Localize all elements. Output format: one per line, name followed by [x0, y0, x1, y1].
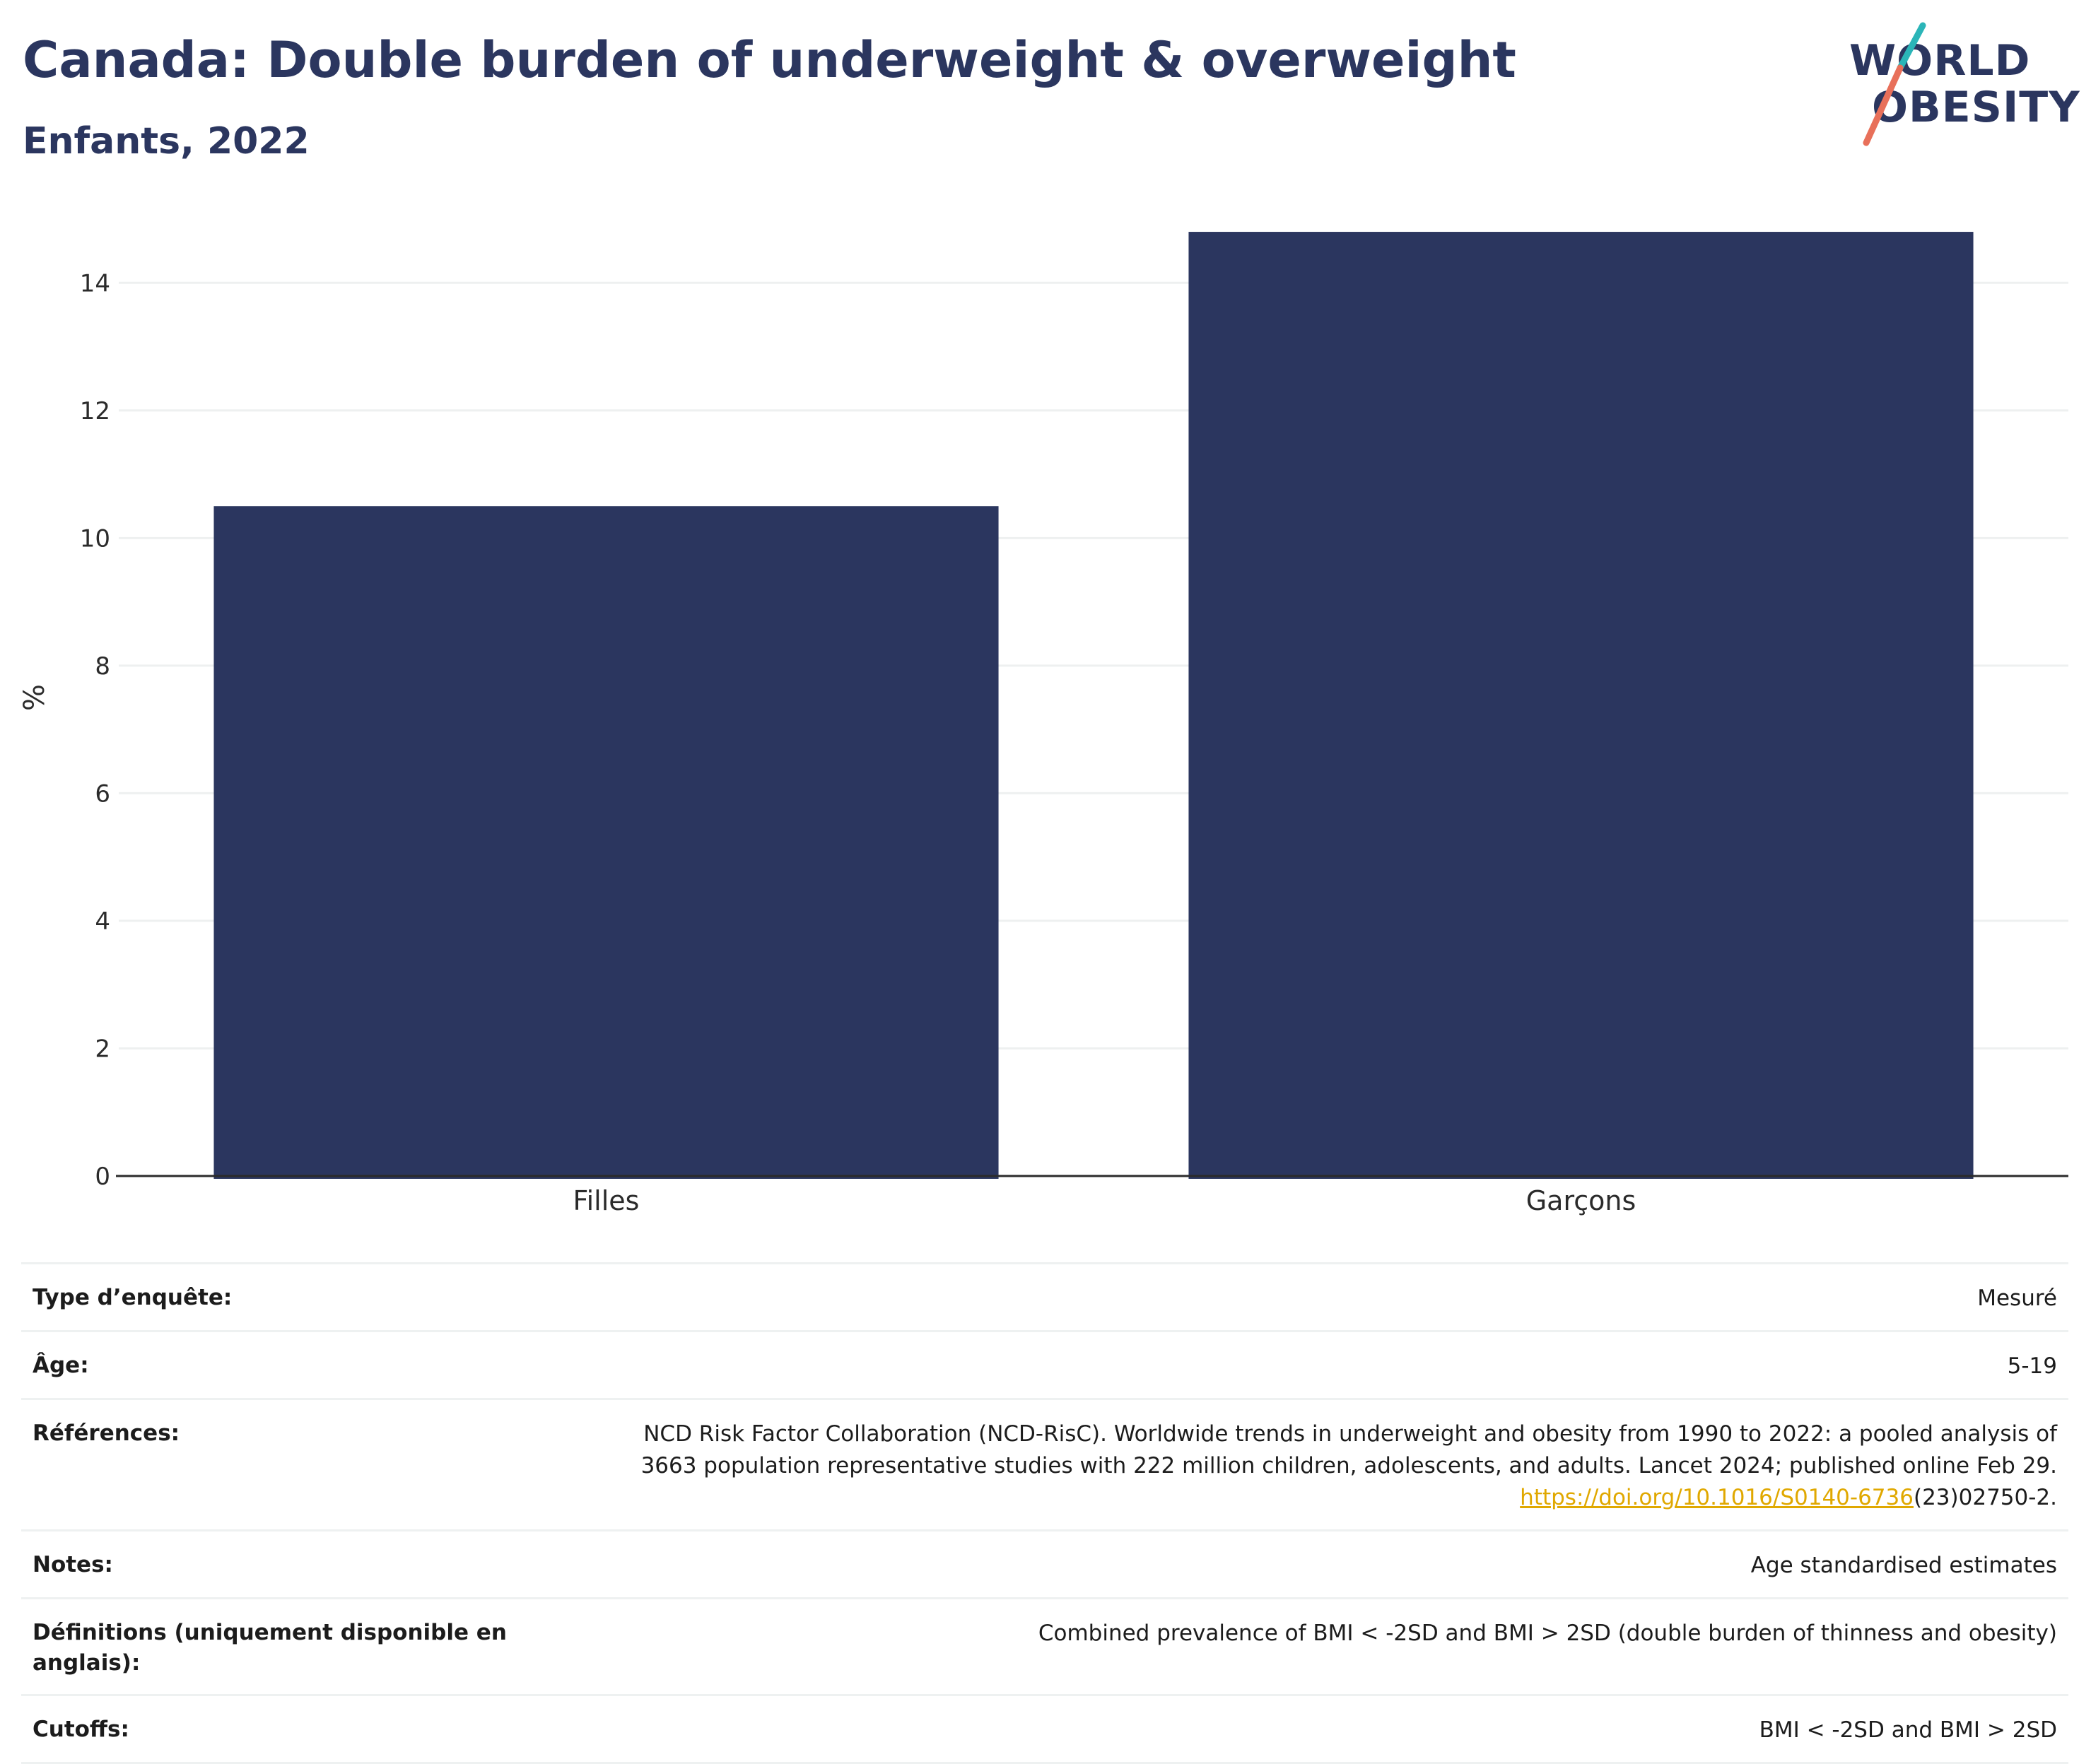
survey-type-label: Type d’enquête: [33, 1285, 233, 1310]
info-row-references: Références: NCD Risk Factor Collaboratio… [21, 1400, 2068, 1531]
y-tick-label-0: 0 [95, 1163, 110, 1191]
references-line-2: 3663 population representative studies w… [640, 1452, 2057, 1478]
x-category-label: Filles [573, 1185, 640, 1216]
y-tick-label-8: 8 [95, 652, 110, 681]
y-tick-label-12: 12 [80, 397, 110, 425]
references-label: Références: [33, 1420, 180, 1446]
logo-line-2: OBESITY [1872, 83, 2080, 132]
y-tick-label-4: 4 [95, 907, 110, 936]
info-table: Type d’enquête: Mesuré Âge: 5-19 Référen… [21, 1262, 2068, 1764]
y-tick-label-2: 2 [95, 1035, 110, 1063]
references-line-1: NCD Risk Factor Collaboration (NCD-RisC)… [643, 1421, 2057, 1447]
bars [213, 232, 1974, 1179]
x-axis-labels: Filles Garçons [573, 1185, 1636, 1216]
y-tick-label-6: 6 [95, 780, 110, 808]
info-row-definitions: Définitions (uniquement disponible en an… [21, 1599, 2068, 1697]
bar-chart: 0 2 4 6 8 10 12 14 Filles Garçons % [18, 232, 2068, 1216]
info-row-survey-type: Type d’enquête: Mesuré [21, 1264, 2068, 1332]
references-value: NCD Risk Factor Collaboration (NCD-RisC)… [513, 1418, 2057, 1514]
info-row-notes: Notes: Age standardised estimates [21, 1531, 2068, 1599]
age-label: Âge: [33, 1352, 89, 1378]
definitions-value: Combined prevalence of BMI < -2SD and BM… [1038, 1620, 2057, 1646]
x-category-label: Garçons [1526, 1185, 1636, 1216]
notes-value: Age standardised estimates [1750, 1552, 2057, 1578]
y-axis-ticks: 0 2 4 6 8 10 12 14 [80, 269, 110, 1191]
world-obesity-logo: WORLD OBESITY [1838, 21, 2080, 148]
doi-tail: (23)02750-2. [1913, 1484, 2057, 1510]
survey-type-value: Mesuré [1977, 1286, 2057, 1311]
chart-subtitle: Enfants, 2022 [23, 120, 310, 163]
logo-slash-icon [1863, 22, 1926, 146]
chart-title: Canada: Double burden of underweight & o… [23, 31, 1516, 89]
logo-line-1: WORLD [1849, 36, 2031, 86]
info-row-age: Âge: 5-19 [21, 1332, 2068, 1400]
y-tick-label-10: 10 [80, 524, 110, 553]
references-line-3: https://doi.org/10.1016/S0140-6736(23)02… [513, 1482, 2057, 1514]
bar-gar-ons [1188, 232, 1974, 1179]
cutoffs-label: Cutoffs: [33, 1717, 129, 1743]
y-axis-title: % [18, 684, 51, 711]
cutoffs-value: BMI < -2SD and BMI > 2SD [1759, 1717, 2057, 1744]
age-value: 5-19 [2007, 1353, 2057, 1379]
bar-filles [213, 506, 999, 1179]
definitions-label: Définitions (uniquement disponible en an… [33, 1619, 507, 1676]
notes-label: Notes: [33, 1551, 113, 1577]
y-tick-label-14: 14 [80, 269, 110, 298]
doi-link[interactable]: https://doi.org/10.1016/S0140-6736 [1520, 1484, 1914, 1510]
info-row-cutoffs: Cutoffs: BMI < -2SD and BMI > 2SD [21, 1696, 2068, 1764]
